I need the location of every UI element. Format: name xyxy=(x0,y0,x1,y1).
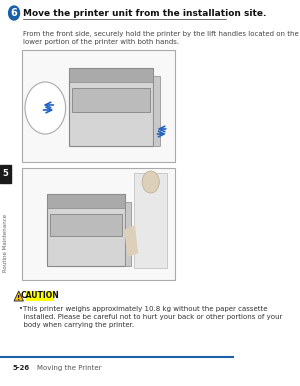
Bar xyxy=(69,68,153,146)
Text: CAUTION: CAUTION xyxy=(20,291,59,300)
Bar xyxy=(47,194,125,208)
Polygon shape xyxy=(125,226,137,256)
Text: 5-26: 5-26 xyxy=(13,365,30,371)
Text: From the front side, securely hold the printer by the lift handles located on th: From the front side, securely hold the p… xyxy=(22,31,298,45)
Text: 6: 6 xyxy=(11,8,17,18)
Text: 5: 5 xyxy=(2,169,8,178)
Text: •This printer weighs approximately 10.8 kg without the paper cassette
  installe: •This printer weighs approximately 10.8 … xyxy=(19,306,282,328)
Bar xyxy=(22,168,175,280)
Bar xyxy=(69,68,153,82)
Bar xyxy=(153,76,160,146)
Text: !: ! xyxy=(17,295,20,301)
Bar xyxy=(0,165,11,183)
Bar xyxy=(47,194,125,266)
Bar xyxy=(22,50,175,162)
Circle shape xyxy=(25,82,66,134)
Bar xyxy=(50,214,122,236)
Text: Routine Maintenance: Routine Maintenance xyxy=(3,214,8,272)
Circle shape xyxy=(9,6,20,20)
Bar xyxy=(26,291,54,301)
Bar xyxy=(125,202,131,266)
Text: Move the printer unit from the installation site.: Move the printer unit from the installat… xyxy=(22,8,266,17)
Bar xyxy=(134,173,167,268)
Polygon shape xyxy=(14,291,23,301)
Circle shape xyxy=(142,171,159,193)
Text: Moving the Printer: Moving the Printer xyxy=(38,365,102,371)
Bar xyxy=(72,88,150,112)
